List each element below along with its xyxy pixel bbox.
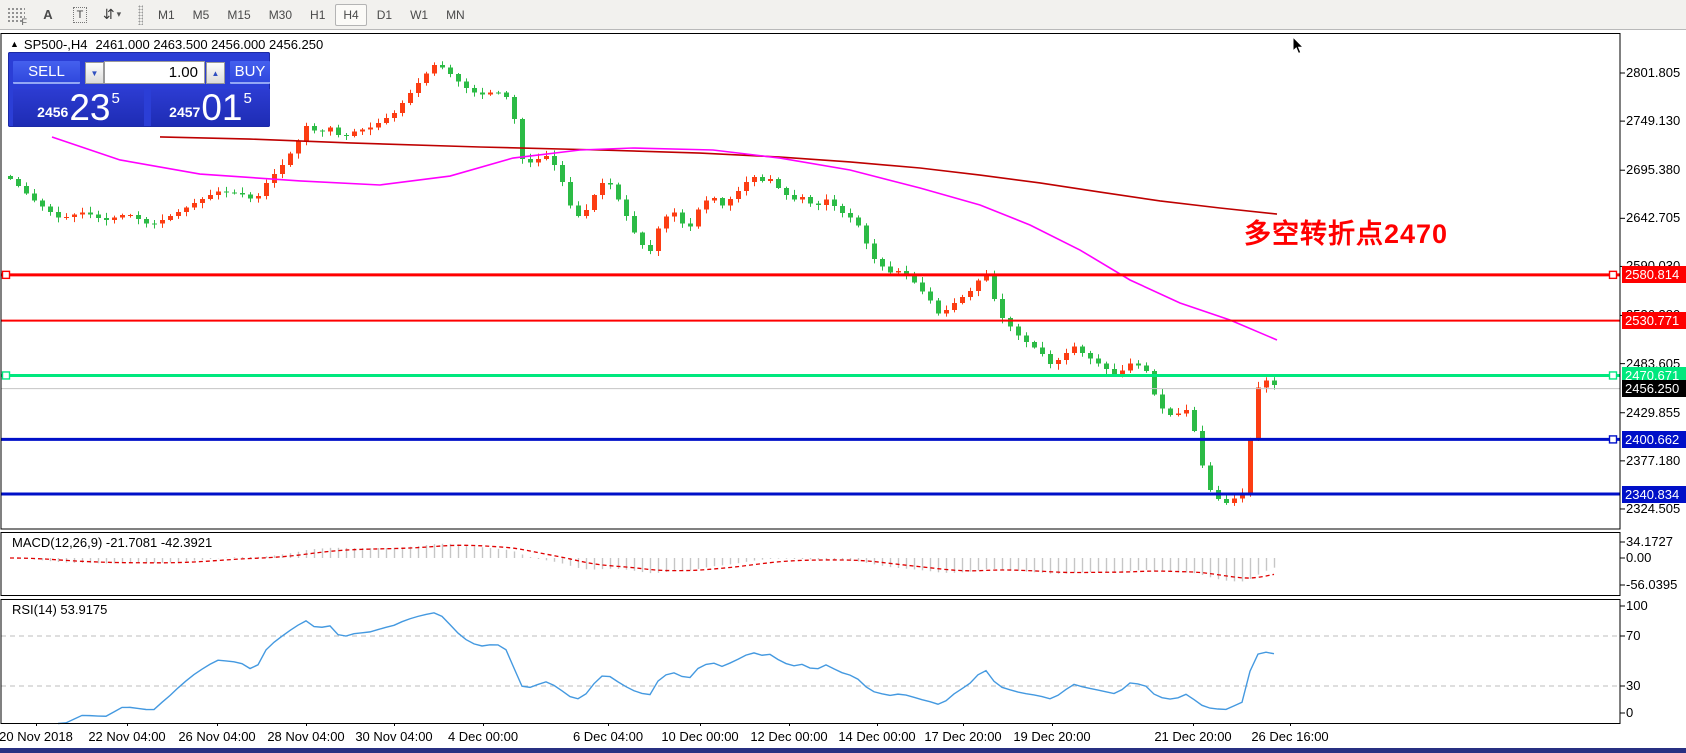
time-tick-label: 14 Dec 00:00 xyxy=(838,729,916,744)
buy-price-points: 01 xyxy=(201,87,243,128)
bottom-panel-edge xyxy=(0,748,1686,753)
time-tick-label: 6 Dec 04:00 xyxy=(572,729,644,744)
chart-header: ▲ SP500-,H4 2461.000 2463.500 2456.000 245… xyxy=(10,37,323,52)
price-badge-2400.662: 2400.662 xyxy=(1622,430,1686,448)
rsi-tick-label: 0 xyxy=(1626,705,1634,720)
mouse-cursor xyxy=(1292,37,1305,55)
macd-tick-label: 34.1727 xyxy=(1626,534,1673,549)
price-badge-2470.671: 2470.671 xyxy=(1622,366,1686,384)
timeframe-button-h1[interactable]: H1 xyxy=(310,7,326,22)
buy-price-pip: 5 xyxy=(243,90,252,107)
price-tick-label: 2377.180 xyxy=(1626,452,1681,468)
toolbar-object-icons: F A T ⇵ ▾ xyxy=(0,3,128,27)
volume-decrease-button[interactable]: ▼ xyxy=(85,62,104,84)
buy-button[interactable]: BUY xyxy=(230,61,270,84)
rsi-indicator-label: RSI(14) 53.9175 xyxy=(12,602,108,617)
price-tick-label: 2695.380 xyxy=(1626,162,1681,178)
time-tick-label: 19 Dec 20:00 xyxy=(1013,729,1091,744)
time-tick-label: 21 Dec 20:00 xyxy=(1154,729,1232,744)
price-tick-label: 2429.855 xyxy=(1626,404,1681,420)
ma-slow xyxy=(159,136,1278,215)
timeframe-button-m1[interactable]: M1 xyxy=(158,7,175,22)
time-tick-label: 26 Dec 16:00 xyxy=(1251,729,1329,744)
time-tick-label: 10 Dec 00:00 xyxy=(661,729,739,744)
chart-canvas[interactable] xyxy=(0,33,1686,748)
volume-increase-button[interactable]: ▲ xyxy=(206,62,225,84)
sell-price-handle: 2456 xyxy=(37,104,69,120)
time-tick-label: 22 Nov 04:00 xyxy=(88,729,166,744)
ohlc-quote: 2461.000 2463.500 2456.000 2456.250 xyxy=(95,37,324,52)
timeframe-button-w1[interactable]: W1 xyxy=(410,7,429,22)
macd-tick-label: -56.0395 xyxy=(1626,577,1678,592)
chart-text-annotation: 多空转折点2470 xyxy=(1244,219,1449,249)
toolbar: F A T ⇵ ▾ M1 M5 M15 M30 H1 H4 D1 W1 MN xyxy=(0,0,1686,30)
price-badge-2456.250: 2456.250 xyxy=(1622,380,1686,398)
grid-letter: F xyxy=(21,16,27,27)
timeframe-button-m5[interactable]: M5 xyxy=(192,7,210,22)
fibonacci-grid-icon[interactable]: F xyxy=(3,3,29,27)
price-tick-label: 2642.705 xyxy=(1626,210,1681,226)
macd-indicator-label: MACD(12,26,9) -21.7081 -42.3921 xyxy=(12,535,213,550)
arrows-dropdown-icon[interactable]: ⇵ ▾ xyxy=(99,3,125,27)
price-tick-label: 2483.605 xyxy=(1626,355,1681,371)
price-tick-label: 2801.805 xyxy=(1626,65,1681,80)
time-tick-label: 4 Dec 00:00 xyxy=(447,729,519,744)
buy-price-handle: 2457 xyxy=(169,104,201,120)
sell-price-pip: 5 xyxy=(111,90,120,107)
timeframe-bar: M1 M5 M15 M30 H1 H4 D1 W1 MN xyxy=(149,3,474,26)
price-badge-2580.814: 2580.814 xyxy=(1622,266,1686,284)
text-label-icon[interactable]: T xyxy=(67,3,93,27)
rsi-tick-label: 100 xyxy=(1626,598,1648,613)
price-badge-2340.834: 2340.834 xyxy=(1622,485,1686,503)
timeframe-button-m30[interactable]: M30 xyxy=(268,7,293,22)
grid-dots: F xyxy=(7,6,27,27)
rsi-tick-label: 30 xyxy=(1626,678,1641,693)
price-badge-2530.771: 2530.771 xyxy=(1622,312,1686,330)
boxed-letter: T xyxy=(72,6,88,23)
time-tick-label: 17 Dec 20:00 xyxy=(924,729,1002,744)
time-axis[interactable]: 20 Nov 2018 22 Nov 04:00 26 Nov 04:00 28 No… xyxy=(0,726,1686,748)
price-tick-label: 2749.130 xyxy=(1626,113,1681,129)
time-tick-label: 20 Nov 2018 xyxy=(0,729,73,744)
toolbar-separator xyxy=(138,4,143,25)
symbol-period-label: SP500-,H4 xyxy=(23,37,88,52)
sell-button[interactable]: SELL xyxy=(13,61,80,84)
timeframe-button-h4[interactable]: H4 xyxy=(335,3,367,26)
dropdown-caret-icon[interactable]: ▾ xyxy=(116,9,122,19)
sell-price-display[interactable]: 2456 23 5 xyxy=(13,89,144,126)
price-axis[interactable]: 2801.8052749.1302695.3802642.7052590.030… xyxy=(1622,33,1686,725)
sell-price-points: 23 xyxy=(69,87,111,128)
macd-tick-label: 0.00 xyxy=(1626,550,1652,565)
timeframe-button-mn[interactable]: MN xyxy=(446,7,465,22)
volume-input[interactable] xyxy=(104,61,205,84)
collapse-arrow-icon[interactable]: ▲ xyxy=(10,39,19,49)
buy-price-display[interactable]: 2457 01 5 xyxy=(151,89,270,126)
time-tick-label: 30 Nov 04:00 xyxy=(355,729,433,744)
ma-fast xyxy=(51,136,1278,341)
arrows-glyph: ⇵ xyxy=(102,6,115,22)
timeframe-button-m15[interactable]: M15 xyxy=(227,7,251,22)
time-tick-label: 26 Nov 04:00 xyxy=(178,729,256,744)
text-icon[interactable]: A xyxy=(43,7,53,22)
rsi-tick-label: 70 xyxy=(1626,628,1641,643)
time-tick-label: 12 Dec 00:00 xyxy=(750,729,828,744)
chart-window: ▲ SP500-,H4 2461.000 2463.500 2456.000 245… xyxy=(0,33,1686,753)
time-tick-label: 28 Nov 04:00 xyxy=(267,729,345,744)
price-tick-label: 2324.505 xyxy=(1626,500,1681,516)
timeframe-button-d1[interactable]: D1 xyxy=(376,7,393,22)
